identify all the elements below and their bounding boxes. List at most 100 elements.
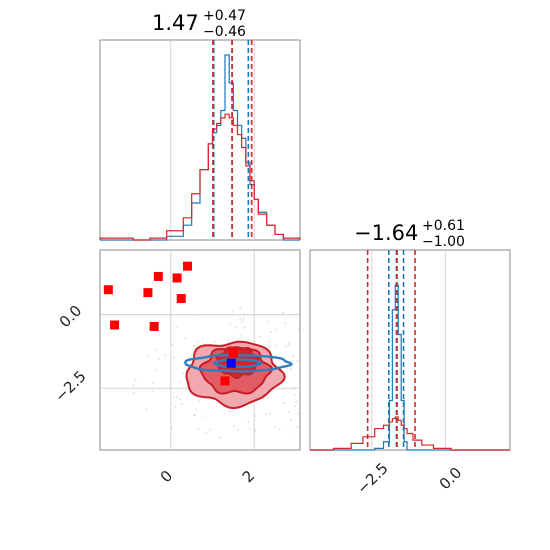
bottom-left-scatter-sample [170,427,173,429]
bottom-left-scatter-sample [266,320,269,323]
bottom-left-scatter-sample [247,421,250,423]
bottom-left-scatter-sample [282,311,284,314]
bottom-left-panel-frame [99,249,301,451]
bottom-left-scatter-sample [174,406,177,409]
bottom-left-scatter-sample [175,396,178,399]
bottom-left-scatter-sample [297,328,300,331]
bottom-left-scatter-sample [269,345,271,348]
bottom-left-scatter-sample [228,411,231,413]
bottom-left-scatter-sample [296,359,299,362]
y-tick-label-0: 0.0 [56,302,86,332]
bottom-left-scatter-sample [193,344,196,347]
bottom-left-scatter-sample [181,403,183,405]
bottom-left-scatter-sample [290,419,292,421]
bottom-left-scatter-sample [269,412,272,415]
top-left-title-lower: −0.46 [203,24,246,40]
bottom-right-x-tick-minus-2-5: −2.5 [353,459,391,497]
bottom-left-red-marker-8 [228,348,238,358]
bottom-right-title-lower: −1.00 [422,234,465,250]
bottom-left-scatter-sample [293,386,296,389]
bottom-left-scatter-sample [145,408,148,411]
bottom-left-scatter-sample [231,310,234,313]
bottom-left-scatter-sample [178,381,181,383]
bottom-left-scatter-sample [278,428,281,431]
bottom-left-scatter-sample [239,318,242,321]
bottom-left-scatter-sample [157,358,160,361]
bottom-left-red-marker-4 [149,321,159,331]
bottom-left-scatter-sample [266,397,269,399]
bottom-right-histogram-series-0 [310,284,510,451]
bottom-left-scatter-sample [294,394,297,396]
bottom-left-scatter-sample [270,331,272,333]
bottom-left-scatter-sample [173,396,175,399]
bottom-left-scatter-sample [284,345,287,348]
bottom-left-scatter-sample [171,343,174,346]
bottom-left-red-marker-2 [143,288,153,298]
top-left-histogram-series-1 [99,113,301,241]
bottom-left-scatter-sample [254,429,257,432]
bottom-right-histogram-series-1 [310,416,510,451]
bottom-left-red-marker-6 [176,294,186,304]
bottom-left-scatter-sample [229,323,232,326]
bottom-left-scatter-sample [184,337,186,340]
bottom-left-scatter-sample [268,340,271,343]
bottom-right-title: −1.64 +0.61 −1.00 [354,218,465,250]
bottom-left-scatter-sample [288,342,290,344]
bottom-left-scatter-sample [294,405,297,407]
bottom-left-scatter-sample [292,354,295,357]
bottom-right-title-upper: +0.61 [422,218,465,234]
bottom-left-scatter-sample [242,313,245,316]
bottom-left-scatter-sample [154,349,157,351]
bottom-left-scatter-sample [239,307,242,309]
bottom-left-red-marker-5 [172,273,182,283]
plot-layer [99,40,510,451]
bottom-left-scatter-sample [173,356,175,359]
bottom-left-scatter-sample [132,392,135,394]
bottom-left-scatter-sample [273,426,276,428]
bottom-left-scatter-sample [194,408,197,411]
bottom-left-scatter-sample [237,428,239,431]
top-left-title-upper: +0.47 [203,8,246,24]
bottom-left-scatter-sample [296,426,299,428]
bottom-left-scatter-sample [179,398,182,401]
top-left-histogram-series-0 [100,54,300,241]
bottom-left-blue-contour-outer [184,354,293,373]
bottom-left-scatter-sample [147,354,149,357]
bottom-left-scatter-sample [288,431,291,433]
bottom-left-red-marker-0 [103,285,113,295]
bottom-left-scatter-sample [181,372,184,375]
x-tick-label-2: 2 [239,467,258,486]
bottom-left-scatter-sample [283,402,285,405]
bottom-left-scatter-sample [219,436,222,439]
y-tick-label-minus-2-5: −2.5 [51,367,89,405]
bottom-left-scatter-sample [248,428,251,430]
bottom-left-scatter-sample [254,415,256,417]
bottom-left-scatter-sample [209,428,212,431]
bottom-left-scatter-sample [265,413,268,416]
bottom-left-scatter-sample [201,415,204,417]
bottom-right-panel-frame [309,249,511,451]
bottom-left-scatter-sample [193,414,196,416]
top-left-title: 1.47 +0.47 −0.46 [152,8,246,40]
bottom-left-scatter-sample [213,340,216,343]
bottom-left-scatter-sample [288,344,291,347]
bottom-left-scatter-sample [259,335,261,338]
bottom-left-scatter-sample [232,425,235,428]
bottom-left-scatter-sample [151,390,154,393]
bottom-left-scatter-sample [216,401,218,404]
bottom-left-scatter-sample [275,344,278,347]
bottom-left-scatter-sample [189,356,192,359]
bottom-left-scatter-sample [154,369,157,372]
bottom-left-scatter-sample [243,326,246,329]
bottom-left-scatter-sample [239,334,242,337]
bottom-left-scatter-sample [197,400,200,403]
x-tick-label-0: 0 [157,467,176,486]
bottom-left-scatter-sample [197,427,200,430]
bottom-left-scatter-sample [240,321,243,324]
bottom-left-scatter-sample [291,359,293,362]
bottom-left-scatter-sample [235,326,237,328]
top-left-panel-frame [99,39,301,241]
bottom-right-x-tick-0: 0.0 [436,464,466,494]
top-left-title-value: 1.47 [152,11,199,35]
